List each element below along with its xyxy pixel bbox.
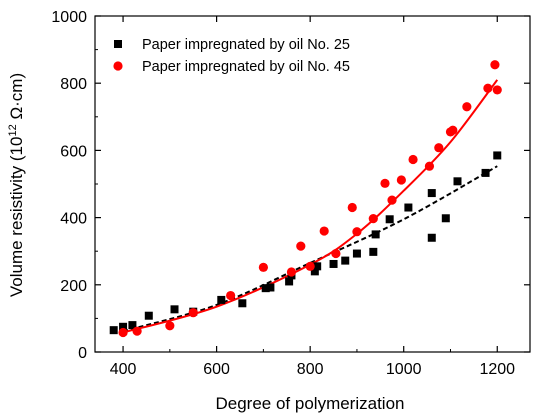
- legend-marker-circle: [113, 61, 123, 71]
- x-tick-label: 400: [110, 361, 137, 378]
- y-tick-label: 400: [60, 211, 87, 228]
- fit-curve: [122, 165, 498, 333]
- y-axis-title-end: Ω·cm): [7, 73, 26, 124]
- data-point-circle: [424, 161, 435, 171]
- data-point-circle: [387, 195, 397, 205]
- data-point-square: [144, 311, 153, 320]
- x-tick-label: 600: [203, 361, 230, 378]
- data-point-square: [427, 189, 436, 198]
- y-axis-title: Volume resistivity (1012 Ω·cm): [7, 73, 26, 297]
- legend-marker-square: [114, 40, 122, 48]
- data-point-square: [310, 267, 319, 276]
- data-point-circle: [118, 327, 128, 338]
- data-point-circle: [408, 154, 418, 165]
- y-tick-label: 0: [78, 345, 87, 362]
- data-point-circle: [331, 248, 341, 259]
- x-tick-label: 1000: [386, 361, 422, 378]
- x-axis-title: Degree of polymerization: [216, 394, 405, 413]
- data-point-square: [371, 230, 380, 239]
- data-point-circle: [165, 321, 175, 331]
- data-point-square: [493, 151, 502, 160]
- x-tick-label: 1200: [479, 361, 515, 378]
- data-point-square: [329, 259, 338, 268]
- data-point-circle: [483, 83, 493, 93]
- data-point-circle: [352, 227, 362, 237]
- data-point-square: [453, 177, 462, 186]
- data-point-circle: [319, 226, 329, 236]
- data-point-square: [170, 305, 179, 314]
- data-point-circle: [368, 214, 378, 224]
- data-point-circle: [132, 326, 142, 336]
- data-point-square: [441, 214, 450, 223]
- data-point-circle: [286, 267, 297, 277]
- data-point-square: [261, 284, 270, 293]
- y-tick-label: 600: [60, 143, 87, 160]
- data-point-square: [385, 215, 394, 224]
- fit-lines: [122, 79, 499, 334]
- data-point-square: [404, 203, 413, 212]
- y-axis-title-main: Volume resistivity (10: [7, 137, 26, 298]
- y-tick-label: 1000: [51, 9, 87, 26]
- legend: Paper impregnated by oil No. 25 Paper imp…: [113, 37, 350, 75]
- x-tick-label: 800: [297, 361, 324, 378]
- data-point-square: [109, 326, 118, 335]
- data-point-square: [128, 321, 137, 330]
- data-point-square: [238, 299, 247, 308]
- data-point-circle: [396, 175, 406, 185]
- fit-curve: [122, 79, 499, 334]
- data-point-circle: [490, 60, 500, 70]
- legend-label: Paper impregnated by oil No. 45: [142, 59, 350, 75]
- y-tick-label: 800: [60, 76, 87, 93]
- axes: 400 600 800 1000 1200 0 200 400 600 800 1000: [51, 9, 531, 378]
- data-point-circle: [296, 241, 306, 251]
- data-point-square: [427, 233, 436, 242]
- data-point-circle: [492, 85, 502, 95]
- data-point-square: [352, 249, 361, 258]
- y-axis-title-superscript: 12: [7, 124, 19, 136]
- legend-label: Paper impregnated by oil No. 25: [142, 37, 350, 53]
- y-tick-label: 200: [60, 278, 87, 295]
- data-point-square: [369, 247, 378, 256]
- data-point-square: [481, 168, 490, 177]
- data-point-square: [119, 322, 128, 331]
- data-point-circle: [462, 102, 472, 112]
- data-point-square: [266, 283, 275, 292]
- data-point-circle: [258, 262, 268, 272]
- data-point-circle: [226, 290, 236, 301]
- data-point-square: [313, 262, 322, 271]
- data-point-circle: [305, 261, 315, 271]
- data-point-square: [217, 295, 226, 304]
- data-point-circle: [347, 202, 357, 213]
- data-point-square: [285, 277, 294, 286]
- data-points: [109, 60, 502, 338]
- data-point-circle: [188, 308, 198, 318]
- data-point-circle: [434, 143, 444, 153]
- data-point-circle: [380, 178, 390, 188]
- data-point-square: [341, 256, 350, 265]
- data-point-circle: [448, 125, 458, 135]
